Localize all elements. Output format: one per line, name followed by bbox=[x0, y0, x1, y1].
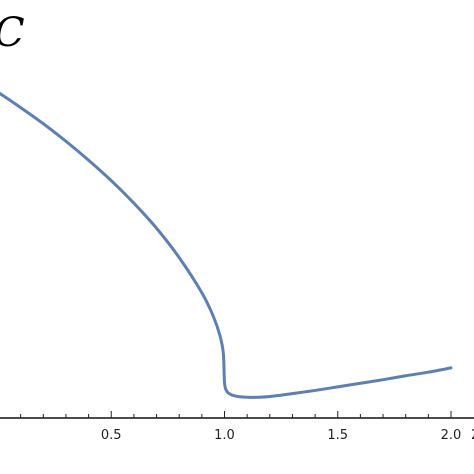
x-tick-label-clipped: 2 bbox=[471, 428, 474, 443]
x-tick-label: 1.5 bbox=[327, 428, 348, 443]
series-group bbox=[0, 91, 453, 399]
y-axis-label: C bbox=[0, 10, 25, 56]
series-line-0 bbox=[0, 91, 453, 399]
x-tick-label: 1.0 bbox=[214, 428, 235, 443]
x-tick-label: 2.0 bbox=[441, 428, 462, 443]
x-tick-label: 0.5 bbox=[101, 428, 122, 443]
x-axis-ticks: 0.5 1.0 1.5 2.0 2 bbox=[20, 411, 474, 443]
